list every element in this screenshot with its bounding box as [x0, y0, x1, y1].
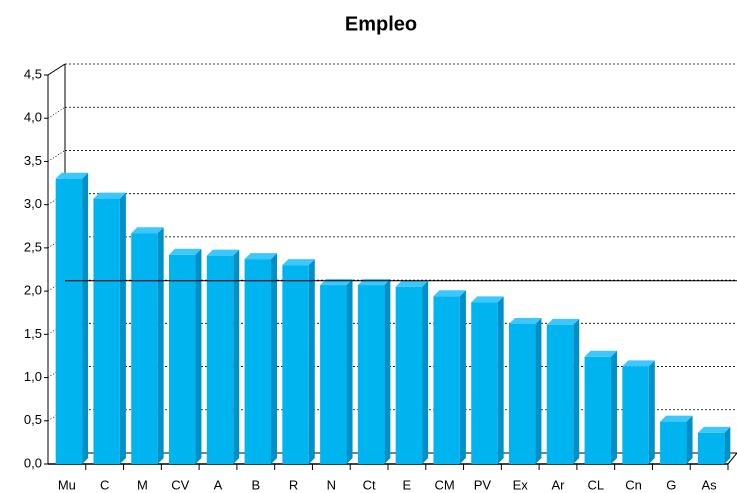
bar-side	[82, 172, 89, 464]
x-tick-label: Cn	[625, 477, 642, 492]
grid-diagonal	[47, 279, 66, 292]
x-tick-label: B	[251, 477, 260, 492]
y-tick-label: 3,0	[24, 196, 42, 211]
bar-side	[648, 360, 655, 464]
y-tick-label: 0,0	[24, 455, 42, 470]
bar-side	[686, 415, 693, 464]
bar-top	[282, 259, 315, 266]
bar-top	[471, 296, 504, 303]
bar	[584, 356, 611, 464]
y-tick-label: 2,5	[24, 239, 42, 254]
x-tick-label: CM	[435, 477, 455, 492]
bar	[509, 323, 536, 464]
bar-top	[131, 227, 164, 234]
x-tick-label: N	[327, 477, 336, 492]
bar-top	[697, 426, 731, 433]
bar	[471, 302, 498, 464]
bar	[169, 254, 196, 464]
grid-diagonal	[47, 106, 66, 119]
bar-top	[622, 360, 655, 367]
bar-side	[346, 279, 353, 464]
grid-diagonal	[47, 366, 66, 378]
x-tick-label: PV	[474, 477, 492, 492]
floor-right	[727, 452, 737, 465]
bar	[660, 421, 687, 464]
x-tick-label: E	[403, 477, 412, 492]
y-tick-label: 4,0	[24, 110, 42, 125]
bar-side	[271, 253, 277, 464]
bar	[357, 285, 385, 464]
bar-side	[611, 350, 617, 464]
chart-title: Empleo	[345, 13, 417, 35]
bar-side	[384, 279, 391, 464]
grid-diagonal	[47, 409, 66, 422]
bar-side	[157, 227, 164, 464]
bar-side	[535, 317, 542, 464]
bar-top	[395, 280, 429, 287]
bar-top	[546, 318, 580, 325]
x-tick-label: CV	[171, 477, 189, 492]
bar	[433, 296, 460, 464]
bar	[206, 255, 234, 464]
y-tick-label: 2,0	[24, 283, 42, 298]
bar-side	[308, 259, 315, 464]
grid-diagonal	[47, 193, 66, 206]
y-tick-label: 4,5	[24, 66, 42, 81]
x-tick-label: Ex	[513, 477, 529, 492]
bar-top	[93, 192, 126, 199]
bar	[395, 286, 423, 464]
x-tick-label: M	[137, 477, 148, 492]
bar	[55, 178, 83, 464]
y-tick-label: 1,5	[24, 326, 42, 341]
bar-top	[206, 249, 240, 256]
bar-top	[584, 350, 617, 357]
x-tick-label: Ar	[552, 477, 566, 492]
x-tick-label: Ct	[363, 477, 376, 492]
bar-side	[233, 249, 240, 464]
bar-side	[497, 296, 504, 464]
bar-side	[119, 192, 126, 465]
x-tick-label: R	[289, 477, 298, 492]
bar-top	[55, 172, 89, 179]
bar-top	[169, 248, 202, 255]
bar-side	[459, 290, 466, 464]
x-tick-label: As	[702, 477, 718, 492]
bar-side	[422, 280, 429, 464]
x-tick-label: G	[666, 477, 676, 492]
x-tick-label: A	[214, 477, 223, 492]
bar-top	[660, 415, 693, 422]
x-tick-label: Mu	[58, 477, 76, 492]
bar	[93, 198, 120, 465]
bar	[320, 285, 347, 464]
y-tick-label: 0,5	[24, 412, 42, 427]
bar	[131, 233, 158, 464]
bar-side	[195, 248, 202, 464]
bar	[244, 259, 271, 464]
bar	[697, 432, 725, 464]
bar-top	[509, 317, 542, 324]
grid-diagonal	[47, 150, 66, 162]
bar	[622, 366, 649, 464]
bar-top	[433, 290, 466, 297]
y-tick-label: 1,0	[24, 369, 42, 384]
bar-top	[244, 253, 277, 260]
y-tick-label: 3,5	[24, 153, 42, 168]
x-tick-label: C	[100, 477, 109, 492]
bar	[546, 324, 574, 464]
bar-side	[573, 318, 580, 464]
x-tick-label: CL	[587, 477, 604, 492]
bar	[282, 265, 309, 464]
grid-diagonal	[47, 63, 66, 76]
bar-side	[724, 426, 731, 464]
grid-diagonal	[47, 236, 66, 249]
grid-diagonal	[47, 322, 66, 335]
